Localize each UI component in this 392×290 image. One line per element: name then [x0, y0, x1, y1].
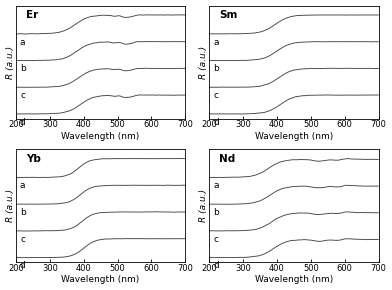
Y-axis label: R (a.u.): R (a.u.) [199, 189, 208, 222]
X-axis label: Wavelength (nm): Wavelength (nm) [62, 132, 140, 141]
Text: c: c [20, 235, 25, 244]
Y-axis label: R (a.u.): R (a.u.) [199, 46, 208, 79]
Text: b: b [20, 208, 25, 217]
Text: Yb: Yb [26, 154, 41, 164]
Text: b: b [213, 208, 219, 217]
Text: d: d [20, 118, 25, 127]
Text: d: d [20, 261, 25, 270]
Text: d: d [213, 118, 219, 127]
X-axis label: Wavelength (nm): Wavelength (nm) [255, 276, 333, 284]
Text: b: b [213, 64, 219, 73]
Text: c: c [213, 91, 218, 100]
Text: Sm: Sm [220, 10, 238, 20]
Text: a: a [20, 38, 25, 47]
Text: a: a [213, 181, 219, 190]
Y-axis label: R (a.u.): R (a.u.) [5, 46, 15, 79]
Text: d: d [213, 261, 219, 270]
X-axis label: Wavelength (nm): Wavelength (nm) [62, 276, 140, 284]
Text: a: a [20, 181, 25, 190]
Text: Nd: Nd [220, 154, 236, 164]
Text: c: c [20, 91, 25, 100]
Text: Er: Er [26, 10, 38, 20]
Text: b: b [20, 64, 25, 73]
Text: a: a [213, 38, 219, 47]
Y-axis label: R (a.u.): R (a.u.) [5, 189, 15, 222]
Text: c: c [213, 235, 218, 244]
X-axis label: Wavelength (nm): Wavelength (nm) [255, 132, 333, 141]
